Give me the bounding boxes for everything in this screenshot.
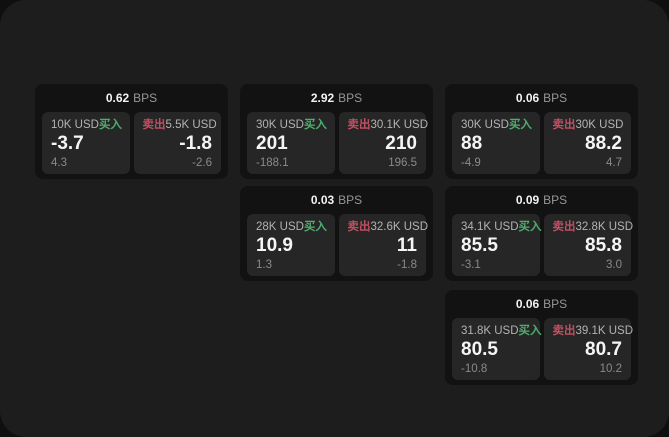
sell-sub-value: -2.6 xyxy=(192,157,212,169)
bps-header: 0.06 BPS xyxy=(452,90,631,107)
buy-price: 88 xyxy=(461,133,483,154)
bps-value: 0.09 xyxy=(515,193,540,207)
buy-price: 201 xyxy=(256,133,288,154)
buy-size: 28K USD xyxy=(256,221,304,233)
buy-price: -3.7 xyxy=(51,133,84,154)
buy-price: 10.9 xyxy=(256,235,293,256)
buy-sub-value: 4.3 xyxy=(51,157,67,169)
sell-panel[interactable]: 卖出 5.5K USD -1.8 -2.6 xyxy=(133,112,221,174)
quote-card: 0.06 BPS 31.8K USD 买入 80.5 -10.8 卖出 39.1K… xyxy=(445,290,638,385)
sell-price: 210 xyxy=(385,133,417,154)
sell-price: 11 xyxy=(396,235,417,256)
sell-size: 30K USD xyxy=(575,119,624,131)
sell-sub-value: 10.2 xyxy=(599,363,622,375)
bps-header: 0.06 BPS xyxy=(452,296,631,313)
buy-panel[interactable]: 30K USD 买入 88 -4.9 xyxy=(452,112,540,174)
sell-panel[interactable]: 卖出 32.8K USD 85.8 3.0 xyxy=(543,214,634,276)
bps-unit-label: BPS xyxy=(543,193,568,207)
quote-card: 0.62 BPS 10K USD 买入 -3.7 4.3 卖出 5.5K USD … xyxy=(35,84,228,179)
quote-card: 2.92 BPS 30K USD 买入 201 -188.1 卖出 30.1K U… xyxy=(240,84,433,179)
bps-unit-label: BPS xyxy=(338,91,363,105)
sell-panel[interactable]: 卖出 30.1K USD 210 196.5 xyxy=(338,112,429,174)
buy-size: 31.8K USD xyxy=(461,325,519,337)
buy-size: 30K USD xyxy=(256,119,304,131)
sell-panel[interactable]: 卖出 30K USD 88.2 4.7 xyxy=(543,112,631,174)
buy-sub-value: 1.3 xyxy=(256,259,272,271)
sell-sub-value: 4.7 xyxy=(606,157,622,169)
sell-side-label: 卖出 xyxy=(552,221,576,233)
bps-value: 2.92 xyxy=(310,91,335,105)
quote-card: 0.03 BPS 28K USD 买入 10.9 1.3 卖出 32.6K USD… xyxy=(240,186,433,281)
quote-card: 0.06 BPS 30K USD 买入 88 -4.9 卖出 30K USD 88… xyxy=(445,84,638,179)
sell-price: 80.7 xyxy=(585,339,622,360)
sell-side-label: 卖出 xyxy=(552,119,576,131)
bps-value: 0.06 xyxy=(515,91,540,105)
bps-header: 0.03 BPS xyxy=(247,192,426,209)
sell-size: 5.5K USD xyxy=(165,119,217,131)
buy-side-label: 买入 xyxy=(303,119,327,131)
buy-size: 34.1K USD xyxy=(461,221,519,233)
sell-price: 85.8 xyxy=(585,235,622,256)
bps-unit-label: BPS xyxy=(133,91,158,105)
buy-panel[interactable]: 10K USD 买入 -3.7 4.3 xyxy=(42,112,130,174)
sell-price: 88.2 xyxy=(585,133,622,154)
sell-side-label: 卖出 xyxy=(347,119,371,131)
buy-panel[interactable]: 31.8K USD 买入 80.5 -10.8 xyxy=(452,318,542,380)
buy-price: 80.5 xyxy=(461,339,498,360)
buy-sub-value: -4.9 xyxy=(461,157,481,169)
sell-sub-value: 196.5 xyxy=(388,157,417,169)
buy-side-label: 买入 xyxy=(518,325,542,337)
buy-size: 30K USD xyxy=(461,119,509,131)
buy-side-label: 买入 xyxy=(518,221,542,233)
sell-size: 32.8K USD xyxy=(575,221,634,233)
sell-size: 30.1K USD xyxy=(370,119,429,131)
bps-unit-label: BPS xyxy=(543,297,568,311)
sell-panel[interactable]: 卖出 32.6K USD 11 -1.8 xyxy=(338,214,429,276)
sell-side-label: 卖出 xyxy=(552,325,576,337)
buy-side-label: 买入 xyxy=(508,119,532,131)
sell-sub-value: -1.8 xyxy=(397,259,417,271)
sell-panel[interactable]: 卖出 39.1K USD 80.7 10.2 xyxy=(543,318,634,380)
bps-header: 2.92 BPS xyxy=(247,90,426,107)
bps-value: 0.06 xyxy=(515,297,540,311)
buy-side-label: 买入 xyxy=(98,119,122,131)
buy-size: 10K USD xyxy=(51,119,99,131)
bps-value: 0.62 xyxy=(105,91,130,105)
buy-side-label: 买入 xyxy=(303,221,327,233)
bps-header: 0.09 BPS xyxy=(452,192,631,209)
bps-header: 0.62 BPS xyxy=(42,90,221,107)
buy-sub-value: -3.1 xyxy=(461,259,481,271)
sell-sub-value: 3.0 xyxy=(606,259,622,271)
sell-price: -1.8 xyxy=(179,133,212,154)
buy-panel[interactable]: 34.1K USD 买入 85.5 -3.1 xyxy=(452,214,542,276)
sell-side-label: 卖出 xyxy=(347,221,371,233)
buy-price: 85.5 xyxy=(461,235,498,256)
sell-size: 32.6K USD xyxy=(370,221,429,233)
bps-value: 0.03 xyxy=(310,193,335,207)
buy-panel[interactable]: 28K USD 买入 10.9 1.3 xyxy=(247,214,335,276)
sell-size: 39.1K USD xyxy=(575,325,634,337)
quote-card: 0.09 BPS 34.1K USD 买入 85.5 -3.1 卖出 32.8K … xyxy=(445,186,638,281)
bps-unit-label: BPS xyxy=(543,91,568,105)
bps-unit-label: BPS xyxy=(338,193,363,207)
buy-sub-value: -10.8 xyxy=(461,363,488,375)
sell-side-label: 卖出 xyxy=(142,119,166,131)
buy-panel[interactable]: 30K USD 买入 201 -188.1 xyxy=(247,112,335,174)
buy-sub-value: -188.1 xyxy=(256,157,289,169)
